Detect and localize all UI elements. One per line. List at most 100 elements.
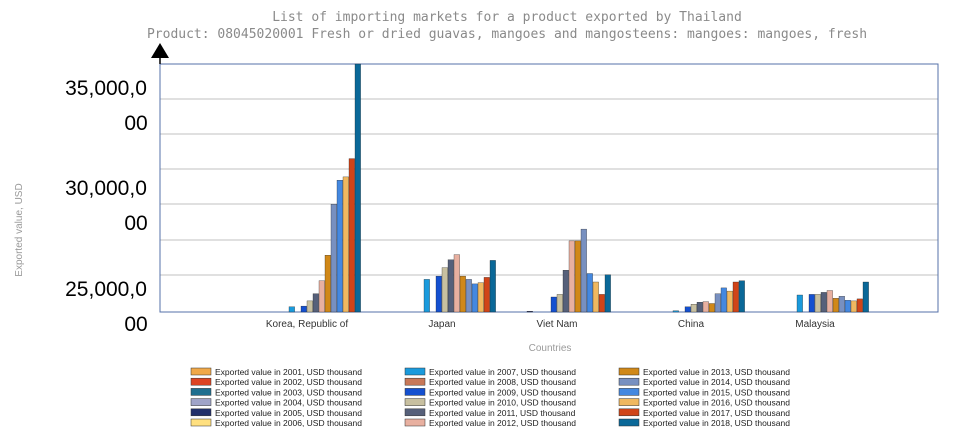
legend-label-15: Exported value in 2016, USD thousand <box>643 398 790 408</box>
bar-1-6 <box>423 279 430 313</box>
bar-1-13 <box>465 279 472 313</box>
legend-swatch-17 <box>618 418 640 427</box>
x-axis-label: Countries <box>529 343 572 354</box>
category-label-3: China <box>678 319 705 330</box>
legend-label-14: Exported value in 2015, USD thousand <box>643 387 790 397</box>
bar-0-8 <box>300 305 307 313</box>
legend-swatch-1 <box>190 377 212 386</box>
bar-2-13 <box>580 228 587 313</box>
bar-1-10 <box>447 259 454 313</box>
y-tick-label-1-a: 30,000,0 <box>65 177 147 200</box>
legend-swatch-8 <box>404 388 426 396</box>
legend-swatch-13 <box>618 377 640 386</box>
legend-label-0: Exported value in 2001, USD thousand <box>215 367 362 377</box>
bar-3-16 <box>732 281 739 313</box>
category-label-2: Viet Nam <box>537 319 578 330</box>
legend-label-5: Exported value in 2006, USD thousand <box>215 418 362 428</box>
legend-label-17: Exported value in 2018, USD thousand <box>643 418 790 428</box>
category-label-0: Korea, Republic of <box>266 319 348 330</box>
legend-swatch-14 <box>618 388 640 396</box>
legend-label-6: Exported value in 2007, USD thousand <box>429 367 576 377</box>
bar-3-13 <box>714 293 721 313</box>
legend-swatch-7 <box>404 377 426 386</box>
legend-label-8: Exported value in 2009, USD thousand <box>429 387 576 397</box>
legend-label-10: Exported value in 2011, USD thousand <box>429 408 576 418</box>
bar-1-8 <box>435 275 442 313</box>
category-label-4: Malaysia <box>795 319 835 330</box>
y-axis-label: Exported value, USD <box>14 183 25 276</box>
bar-1-9 <box>441 267 448 313</box>
bar-0-9 <box>306 300 313 313</box>
gridlines <box>160 98 938 276</box>
y-tick-label-1-b: 00 <box>124 212 147 235</box>
bar-2-16 <box>598 294 605 313</box>
legend-label-3: Exported value in 2004, USD thousand <box>215 398 362 408</box>
legend-swatch-9 <box>404 398 426 406</box>
legend-label-16: Exported value in 2017, USD thousand <box>643 408 790 418</box>
legend-swatch-12 <box>618 367 640 376</box>
legend-swatch-10 <box>404 408 426 417</box>
legend-label-1: Exported value in 2002, USD thousand <box>215 377 362 387</box>
bar-2-12 <box>574 240 581 313</box>
bar-3-14 <box>720 287 727 313</box>
bar-0-16 <box>348 158 355 313</box>
y-tick-label-0-b: 00 <box>124 112 147 135</box>
bar-3-6 <box>672 310 679 313</box>
bar-1-15 <box>477 282 484 313</box>
legend-label-7: Exported value in 2008, USD thousand <box>429 377 576 387</box>
legend-swatch-15 <box>618 398 640 406</box>
bar-0-10 <box>312 293 319 313</box>
legend: Exported value in 2001, USD thousandExpo… <box>190 367 790 428</box>
bar-4-14 <box>844 300 851 313</box>
bar-4-8 <box>808 294 815 313</box>
y-tick-label-2-a: 25,000,0 <box>65 278 147 301</box>
bar-2-8 <box>550 296 557 313</box>
bar-2-14 <box>586 273 593 313</box>
y-tick-labels: 35,000,0 00 30,000,0 00 25,000,0 00 <box>65 77 148 336</box>
legend-label-12: Exported value in 2013, USD thousand <box>643 367 790 377</box>
bar-4-15 <box>850 300 857 313</box>
legend-swatch-11 <box>404 418 426 427</box>
bar-1-14 <box>471 283 478 313</box>
bar-0-11 <box>318 280 325 313</box>
bar-3-8 <box>684 306 691 313</box>
bar-2-15 <box>592 281 599 313</box>
y-axis-arrow <box>151 43 169 58</box>
bar-4-17 <box>862 281 869 313</box>
bar-0-13 <box>330 204 337 313</box>
bar-0-17 <box>354 63 361 313</box>
legend-swatch-0 <box>190 367 212 376</box>
bar-4-11 <box>826 290 833 313</box>
bar-1-12 <box>459 275 466 313</box>
legend-label-13: Exported value in 2014, USD thousand <box>643 377 790 387</box>
chart-subtitle: Product: 08045020001 Fresh or dried guav… <box>147 27 867 42</box>
bars-group <box>288 63 869 313</box>
bar-4-13 <box>838 296 845 313</box>
legend-swatch-5 <box>190 418 212 427</box>
category-labels: Korea, Republic of Japan Viet Nam China Mala… <box>266 319 835 330</box>
bar-0-6 <box>288 306 295 313</box>
bar-3-10 <box>696 302 703 313</box>
bar-2-17 <box>604 274 611 313</box>
bar-0-15 <box>342 176 349 313</box>
bar-1-16 <box>483 277 490 313</box>
legend-label-4: Exported value in 2005, USD thousand <box>215 408 362 418</box>
bar-0-14 <box>336 180 343 313</box>
bar-3-11 <box>702 301 709 313</box>
bar-2-4 <box>526 311 533 313</box>
category-label-1: Japan <box>428 319 455 330</box>
legend-swatch-3 <box>190 398 212 406</box>
bar-0-12 <box>324 255 331 313</box>
bar-3-9 <box>690 304 697 313</box>
bar-3-12 <box>708 303 715 313</box>
legend-label-11: Exported value in 2012, USD thousand <box>429 418 576 428</box>
bar-4-10 <box>820 292 827 313</box>
bar-3-17 <box>738 280 745 313</box>
legend-label-9: Exported value in 2010, USD thousand <box>429 398 576 408</box>
bar-1-17 <box>489 260 496 313</box>
bar-2-9 <box>556 294 563 313</box>
bar-4-12 <box>832 298 839 313</box>
y-tick-label-2-b: 00 <box>124 313 147 336</box>
bar-2-10 <box>562 270 569 313</box>
